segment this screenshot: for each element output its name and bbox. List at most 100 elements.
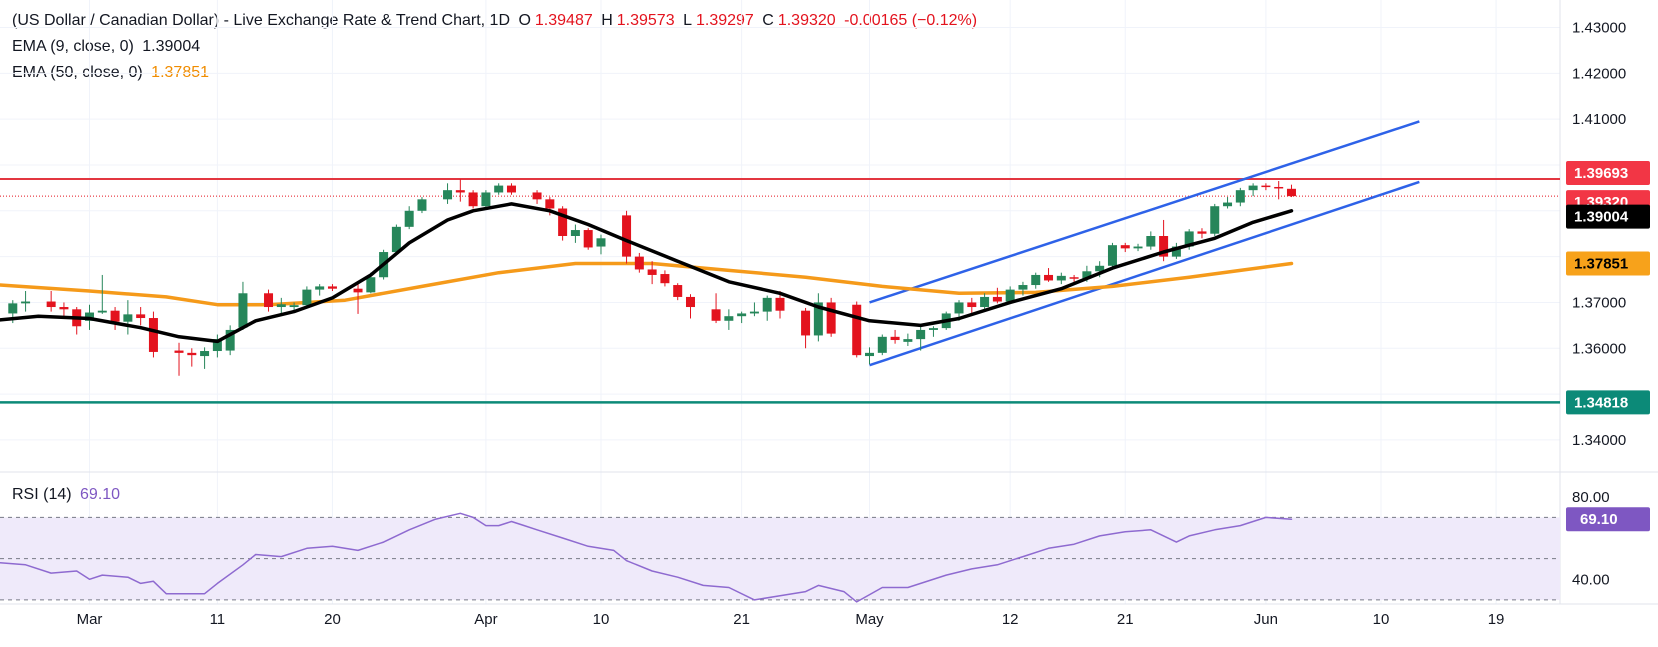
price-tick-label: 1.34000 [1572, 432, 1626, 449]
candle [1044, 268, 1054, 282]
candle [903, 333, 913, 346]
candle [353, 281, 363, 314]
candle-body [1069, 277, 1079, 279]
candle [890, 329, 900, 344]
candle-body [928, 328, 938, 330]
candle-body [136, 314, 146, 319]
candle-body [481, 192, 491, 207]
candle-body [353, 288, 363, 293]
candle-body [916, 329, 926, 340]
price-tick-label: 1.37000 [1572, 294, 1626, 311]
channel-upper-line [869, 120, 1420, 304]
candle-body [1171, 246, 1181, 257]
candle-body [622, 215, 632, 257]
candle-body [711, 309, 721, 321]
candle-body [583, 230, 593, 248]
time-tick-label: 19 [1488, 611, 1505, 628]
candle [737, 311, 747, 324]
badge-label: 69.10 [1580, 511, 1618, 528]
candle [558, 206, 568, 241]
candle [481, 190, 491, 209]
candle [762, 295, 772, 321]
candle-body [289, 305, 299, 308]
candle-body [46, 301, 56, 308]
candle-body [212, 339, 222, 352]
candle [97, 274, 107, 314]
candle [992, 287, 1002, 304]
rsi-legend: RSI (14) 69.10 [12, 486, 120, 504]
candle [136, 307, 146, 326]
candle [711, 293, 721, 324]
candle-body [737, 313, 747, 317]
candle [801, 307, 811, 349]
candle [532, 190, 542, 204]
candle [417, 197, 427, 214]
candle [1107, 242, 1117, 269]
rsi-line [0, 512, 1293, 603]
candle-body [877, 336, 887, 353]
candle [225, 325, 235, 356]
candle [877, 334, 887, 356]
candle-body [647, 269, 657, 275]
candle [1197, 228, 1207, 239]
candle-body [570, 230, 580, 236]
candle-body [1184, 231, 1194, 247]
candle-body [123, 314, 133, 322]
candle [200, 347, 210, 369]
candle-body [813, 302, 823, 336]
candle [494, 183, 504, 195]
candle-body [1286, 188, 1296, 197]
chart-legend-row-1: (US Dollar / Canadian Dollar) - Live Exc… [12, 12, 981, 30]
candle-body [954, 302, 964, 314]
candle-body [1031, 274, 1041, 286]
resistance-price-badge: 1.39693 [1566, 161, 1650, 186]
candle-body [826, 302, 836, 334]
channel-lower-line [869, 180, 1420, 367]
candle-body [1261, 185, 1271, 188]
candle-body [596, 238, 606, 247]
candle-body [443, 190, 453, 200]
candle-body [97, 310, 107, 313]
candle-body [8, 303, 18, 314]
candle [775, 290, 785, 319]
candle-body [558, 208, 568, 236]
rsi-label: RSI (14) [12, 486, 72, 503]
candle-body [634, 256, 644, 270]
candle-body [1210, 206, 1220, 234]
badge-label: 1.37851 [1574, 255, 1628, 272]
badge-label: 1.39693 [1574, 165, 1628, 182]
candle [468, 190, 478, 209]
candle-body [1197, 231, 1207, 234]
candle [622, 210, 632, 264]
time-tick-label: 12 [1002, 611, 1019, 628]
candle [506, 183, 516, 195]
badge-bg [1566, 161, 1650, 186]
chart-title: (US Dollar / Canadian Dollar) - Live Exc… [12, 12, 510, 29]
candle-body [545, 199, 555, 209]
candles [8, 179, 1296, 376]
candle [1171, 242, 1181, 259]
candle-body [1095, 265, 1105, 272]
candle-body [685, 296, 695, 308]
candle [238, 281, 248, 330]
candle [826, 297, 836, 337]
candle [865, 347, 875, 365]
time-tick-label: 20 [324, 611, 341, 628]
rsi-tick-label: 40.00 [1572, 571, 1610, 588]
candle-body [1146, 236, 1156, 247]
time-tick-label: 10 [593, 611, 610, 628]
candle [813, 293, 823, 342]
candle [1031, 272, 1041, 289]
candle-body [1133, 246, 1143, 249]
candle-body [200, 351, 210, 357]
candle [72, 307, 82, 335]
candle-body [532, 192, 542, 200]
candle [1248, 183, 1258, 197]
ohlc-close: C 1.39320 [762, 12, 836, 29]
ema50-legend: EMA (50, close, 0) 1.37851 [12, 64, 209, 82]
candle [1210, 203, 1220, 236]
price-tick-label: 1.43000 [1572, 19, 1626, 36]
ema9-price-badge: 1.39004 [1566, 204, 1650, 229]
candle [583, 228, 593, 250]
